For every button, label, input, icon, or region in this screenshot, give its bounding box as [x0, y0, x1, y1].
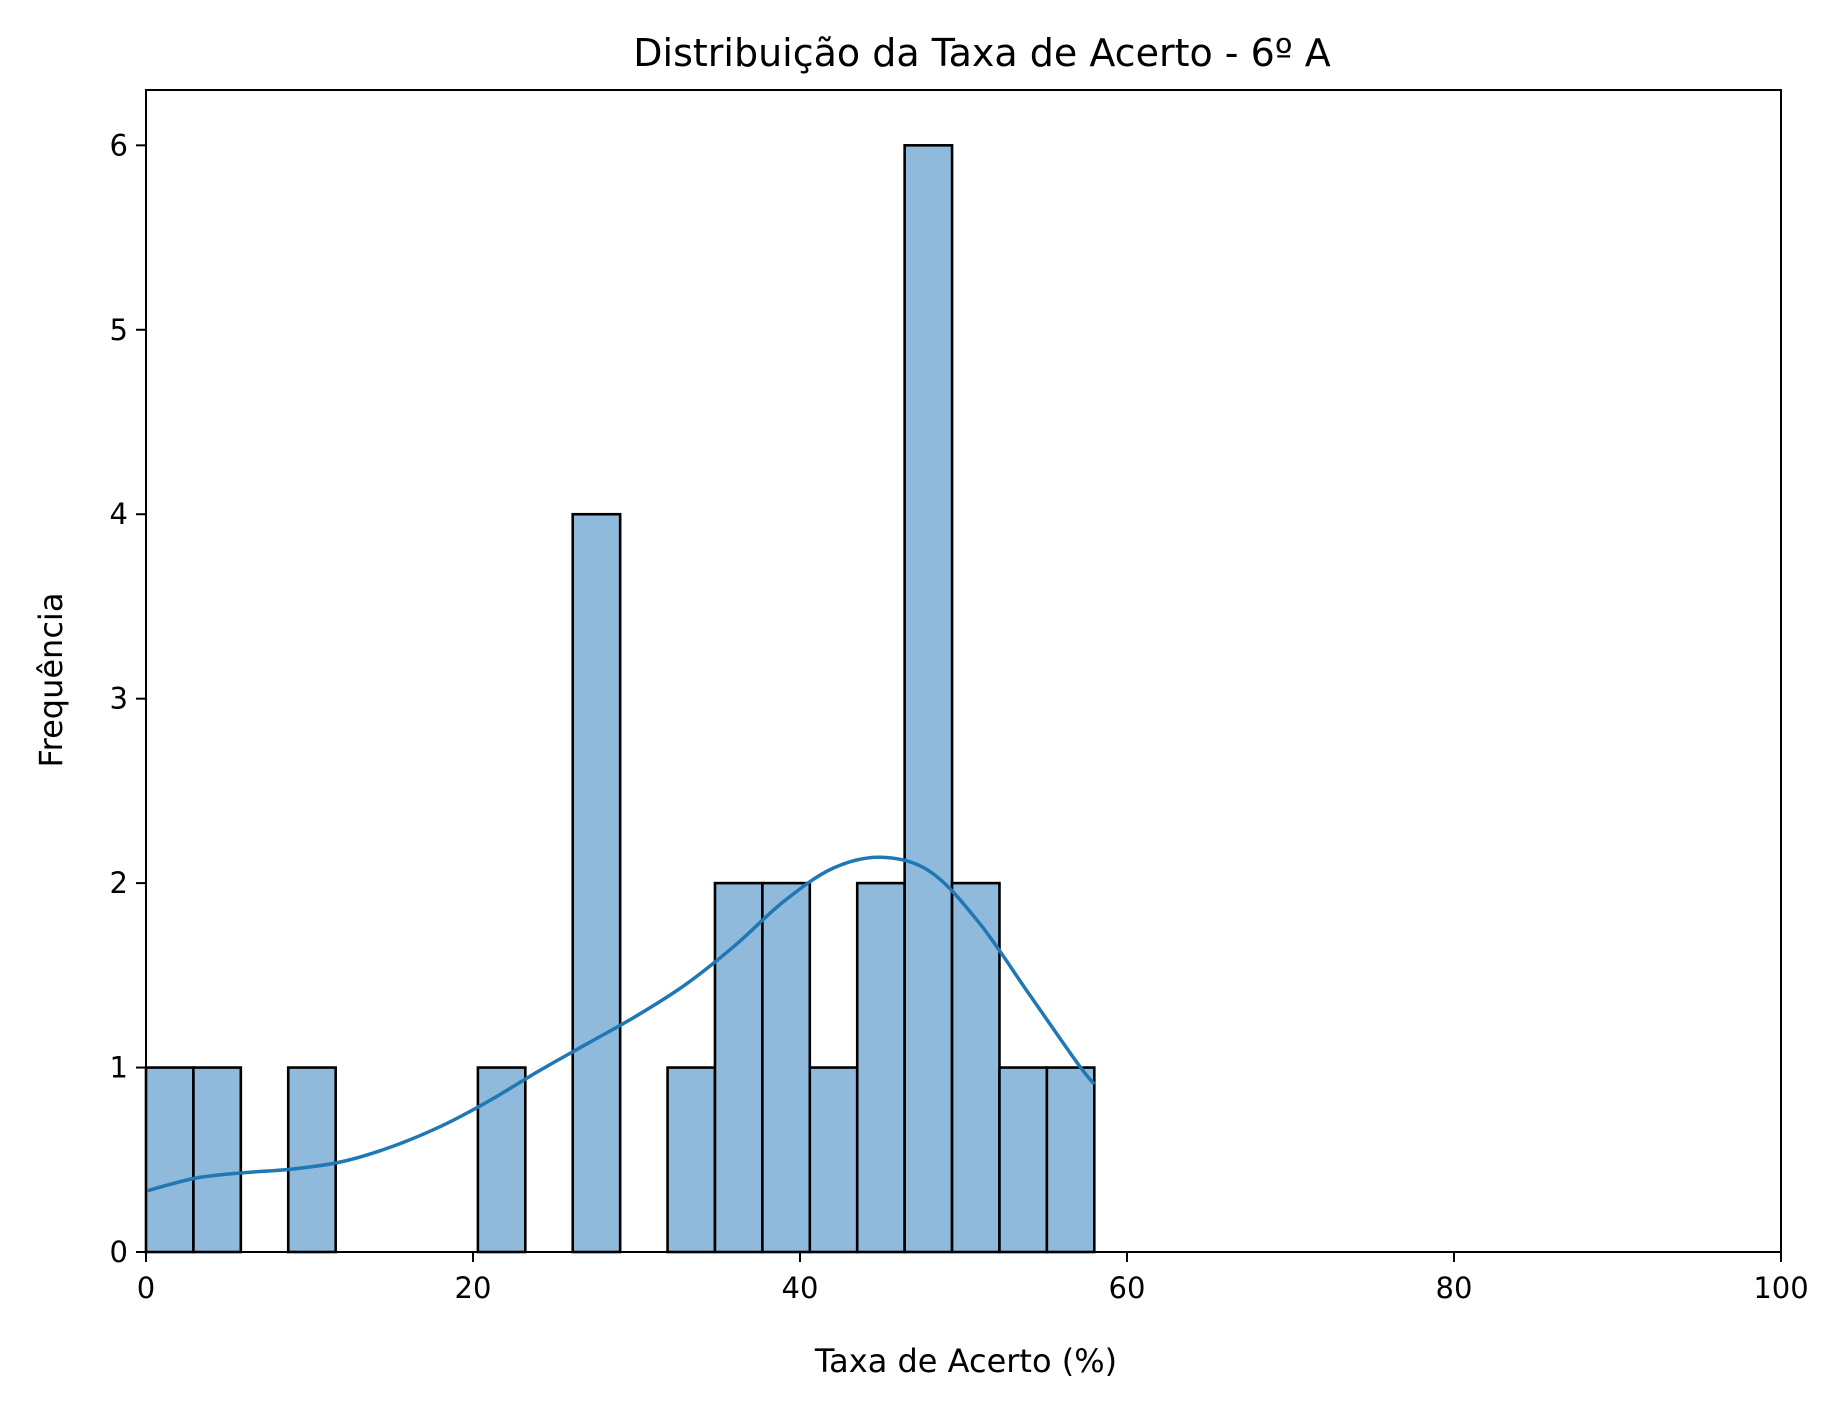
- y-axis-label: Frequência: [32, 593, 70, 768]
- histogram-bar-18: [998, 1066, 1049, 1254]
- x-tick-label-60: 60: [1109, 1271, 1146, 1305]
- y-tick-label-3: 3: [110, 682, 128, 716]
- x-axis-label: Taxa de Acerto (%): [814, 1342, 1117, 1380]
- y-tick-label-1: 1: [110, 1051, 128, 1085]
- x-tick-label-20: 20: [455, 1271, 492, 1305]
- histogram-bar-1: [192, 1066, 243, 1254]
- histogram-bar-12: [713, 881, 764, 1254]
- histogram-bar-7: [476, 1066, 527, 1254]
- histogram-bar-15: [855, 881, 906, 1254]
- y-tick-label-4: 4: [110, 497, 128, 531]
- histogram-bar-16: [903, 144, 954, 1254]
- y-tick-label-0: 0: [110, 1235, 128, 1269]
- histogram-bar-0: [144, 1066, 195, 1254]
- y-axis-ticks: 0 1 2 3 4 5 6: [110, 128, 146, 1269]
- y-tick-label-2: 2: [110, 866, 128, 900]
- x-tick-label-40: 40: [782, 1271, 819, 1305]
- histogram-bar-17: [950, 881, 1001, 1254]
- plot-frame: [145, 89, 1782, 1253]
- chart-title: Distribuição da Taxa de Acerto - 6º A: [633, 31, 1331, 75]
- bars-layer: [144, 144, 1096, 1254]
- y-tick-label-6: 6: [110, 128, 128, 162]
- histogram-bar-14: [808, 1066, 859, 1254]
- histogram-bar-3: [286, 1066, 337, 1254]
- histogram-bar-13: [761, 881, 812, 1254]
- histogram-bar-19: [1045, 1066, 1096, 1254]
- histogram-bar-9: [571, 512, 622, 1254]
- x-axis-ticks: 0 20 40 60 80 100: [137, 1252, 1809, 1305]
- x-tick-label-80: 80: [1436, 1271, 1473, 1305]
- histogram-bar-11: [666, 1066, 717, 1254]
- x-tick-label-100: 100: [1753, 1271, 1808, 1305]
- y-tick-label-5: 5: [110, 313, 128, 347]
- kde-curve: [145, 855, 1096, 1193]
- x-tick-label-0: 0: [137, 1271, 155, 1305]
